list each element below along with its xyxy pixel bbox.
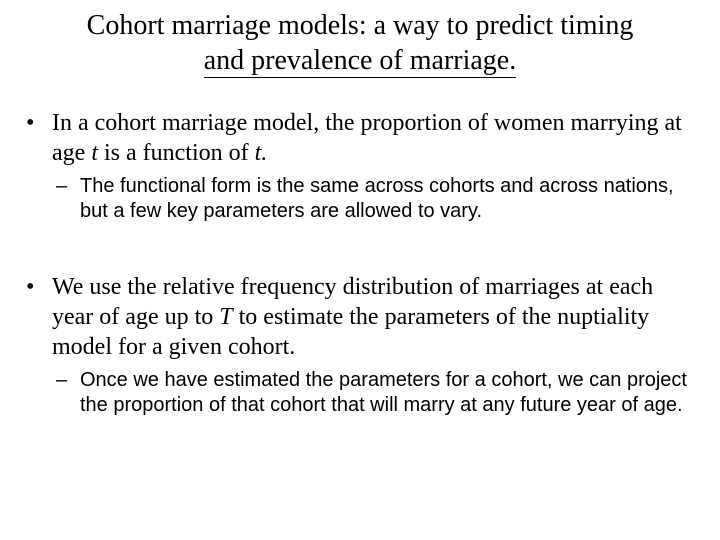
bullet-2-text: We use the relative frequency distributi… [52, 272, 700, 362]
title-line-1: Cohort marriage models: a way to predict… [87, 10, 634, 41]
bullet-marker: • [26, 108, 52, 138]
slide-title: Cohort marriage models: a way to predict… [16, 8, 704, 78]
bullet-1: • In a cohort marriage model, the propor… [26, 108, 700, 168]
bullet-2-sub-text: Once we have estimated the parameters fo… [80, 368, 700, 418]
bullet-marker: • [26, 272, 52, 302]
title-line-2: and prevalence of marriage. [204, 45, 516, 78]
slide-body: • In a cohort marriage model, the propor… [16, 108, 704, 418]
bullet-2: • We use the relative frequency distribu… [26, 272, 700, 362]
bullet-1-text: In a cohort marriage model, the proporti… [52, 108, 700, 168]
bullet-1-sub-text: The functional form is the same across c… [80, 174, 700, 224]
dash-marker: – [56, 174, 80, 199]
dash-marker: – [56, 368, 80, 393]
bullet-1-sub: – The functional form is the same across… [56, 174, 700, 224]
bullet-2-sub: – Once we have estimated the parameters … [56, 368, 700, 418]
